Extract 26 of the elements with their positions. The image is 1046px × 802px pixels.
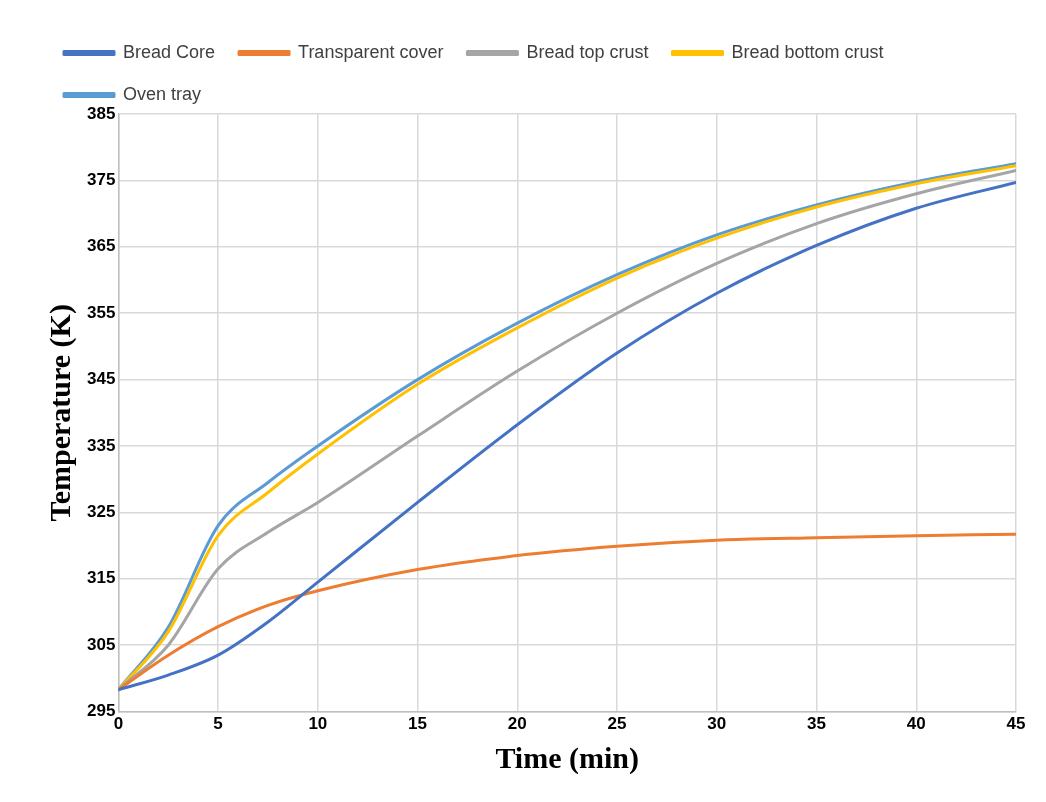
legend-label: Bread top crust (526, 41, 649, 62)
x-axis-title: Time (min) (495, 740, 639, 775)
x-tick-label: 35 (807, 714, 826, 734)
legend-label: Transparent cover (298, 41, 444, 62)
legend-label: Bread Core (123, 41, 216, 62)
y-tick-label: 365 (86, 236, 116, 256)
y-tick-label: 315 (86, 568, 116, 588)
x-tick-label: 15 (408, 714, 428, 734)
legend-label: Bread bottom crust (731, 41, 884, 62)
y-tick-label: 375 (86, 170, 116, 190)
y-tick-label: 345 (86, 369, 116, 389)
y-axis-title: Temperature (K) (42, 304, 77, 522)
x-tick-label: 40 (906, 714, 926, 734)
y-tick-label: 335 (86, 435, 116, 455)
x-tick-label: 5 (213, 714, 223, 734)
legend-label: Oven tray (123, 83, 202, 104)
x-tick-label: 10 (308, 714, 328, 734)
x-tick-label: 20 (507, 714, 527, 734)
y-tick-label: 325 (86, 502, 116, 522)
x-tick-label: 0 (113, 714, 124, 734)
y-tick-label: 385 (86, 103, 116, 123)
x-tick-label: 45 (1006, 714, 1026, 734)
y-tick-label: 355 (86, 302, 116, 322)
x-tick-label: 30 (707, 714, 727, 734)
y-tick-label: 305 (86, 634, 116, 654)
x-tick-label: 25 (607, 714, 627, 734)
